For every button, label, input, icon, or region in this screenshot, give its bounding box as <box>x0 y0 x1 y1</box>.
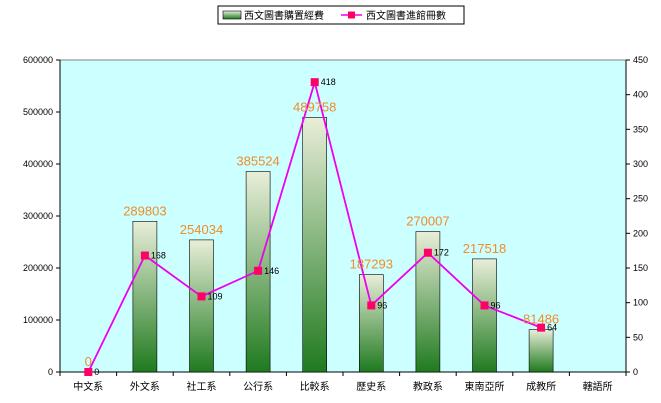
bar-value-label: 489758 <box>293 99 336 114</box>
x-tick-label: 東南亞所 <box>465 380 505 393</box>
x-tick-label: 比較系 <box>300 380 330 393</box>
line-value-label: 96 <box>491 300 501 310</box>
right-tick-label: 350 <box>633 124 648 134</box>
right-tick-label: 300 <box>633 159 648 169</box>
line-value-label: 64 <box>547 323 557 333</box>
line-value-label: 96 <box>377 300 387 310</box>
left-tick-label: 400000 <box>23 159 53 169</box>
axes: 0 100000 200000 300000 400000 500000 600000 0 50… <box>23 55 648 393</box>
line-marker <box>423 248 432 257</box>
bar-value-label: 217518 <box>463 241 506 256</box>
right-tick-label: 200 <box>633 228 648 238</box>
x-tick-label: 社工系 <box>187 380 217 393</box>
bar <box>472 258 497 373</box>
bar <box>358 274 384 373</box>
line-value-label: 109 <box>208 291 223 301</box>
right-tick-label: 0 <box>633 367 638 377</box>
line-marker <box>84 368 93 376</box>
x-tick-label: 教政系 <box>413 380 443 393</box>
bar <box>132 221 158 373</box>
x-tick-label: 歷史系 <box>356 381 386 393</box>
bar-value-label: 385524 <box>236 154 279 169</box>
x-tick-label: 轄語所 <box>583 380 613 393</box>
right-tick-label: 150 <box>633 263 648 273</box>
left-tick-label: 500000 <box>23 107 53 117</box>
right-tick-label: 400 <box>633 90 648 100</box>
line-marker <box>537 323 546 332</box>
left-tick-label: 300000 <box>23 211 53 221</box>
legend-line-marker <box>348 11 355 19</box>
bar <box>189 239 214 373</box>
line-value-label: 418 <box>321 77 336 87</box>
bar <box>528 329 554 373</box>
bar-value-label: 187293 <box>350 257 393 272</box>
left-tick-label: 100000 <box>23 315 53 325</box>
bar-value-label: 81486 <box>523 312 559 327</box>
bars <box>132 117 554 373</box>
x-tick-label: 公行系 <box>243 380 273 393</box>
x-tick-label: 中文系 <box>73 380 103 393</box>
left-tick-label: 200000 <box>23 263 53 273</box>
right-tick-label: 250 <box>633 194 648 204</box>
bar-value-label: 270007 <box>406 214 449 229</box>
line-value-label: 172 <box>434 248 449 258</box>
line-marker <box>197 292 206 301</box>
data-labels: 0 289803 254034 385524 489758 187293 270007 217… <box>85 77 559 377</box>
line-value-label: 146 <box>264 266 279 276</box>
right-tick-label: 450 <box>633 55 648 65</box>
legend-bar-swatch <box>222 10 242 20</box>
left-tick-label: 0 <box>48 367 53 377</box>
right-tick-label: 100 <box>633 298 648 308</box>
line-value-label: 0 <box>94 367 99 377</box>
line-marker <box>140 251 149 260</box>
line-marker <box>310 78 319 87</box>
line-series <box>84 78 546 376</box>
legend: 西文圖書購置經費 西文圖書進館冊數 <box>217 5 465 25</box>
bar-value-label: 289803 <box>123 203 166 218</box>
line-marker <box>367 301 376 310</box>
bar <box>302 117 328 373</box>
legend-bar-label: 西文圖書購置經費 <box>244 9 324 22</box>
left-tick-label: 600000 <box>23 55 53 65</box>
bar-value-label: 0 <box>85 354 92 369</box>
x-tick-label: 成教所 <box>526 380 556 393</box>
line-marker <box>254 266 263 275</box>
line-value-label: 168 <box>151 251 166 261</box>
legend-line-label: 西文圖書進館冊數 <box>366 9 446 22</box>
right-tick-label: 50 <box>633 332 643 342</box>
x-tick-label: 外文系 <box>130 380 160 393</box>
line-marker <box>480 301 489 310</box>
bar-value-label: 254034 <box>180 222 223 237</box>
